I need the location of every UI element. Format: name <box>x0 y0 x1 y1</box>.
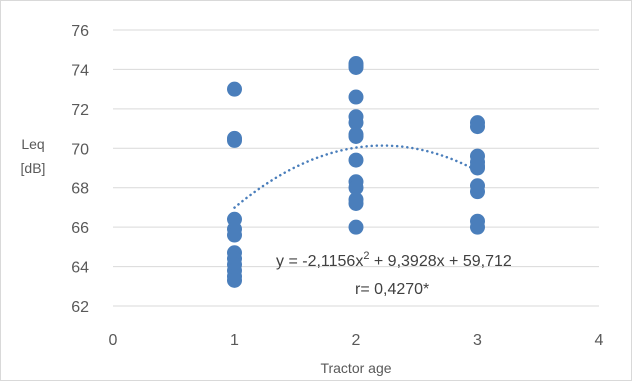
y-tick-label: 68 <box>71 181 89 198</box>
x-tick-label: 0 <box>109 332 118 349</box>
data-point <box>348 57 364 73</box>
data-point <box>227 227 242 243</box>
y-tick-label: 74 <box>71 62 89 79</box>
correlation-label: r= 0,4270* <box>355 281 429 298</box>
y-tick-label: 62 <box>71 299 89 316</box>
data-point <box>348 219 364 235</box>
data-point <box>348 128 364 144</box>
y-tick-label: 70 <box>71 141 89 158</box>
x-tick-label: 4 <box>595 332 604 349</box>
data-point <box>470 184 485 200</box>
data-point <box>227 81 242 97</box>
x-tick-label: 3 <box>473 332 482 349</box>
y-tick-label: 72 <box>71 102 89 119</box>
data-point <box>470 119 485 135</box>
data-point <box>348 115 364 131</box>
data-point <box>348 152 364 168</box>
data-point <box>348 180 364 196</box>
data-point <box>470 158 485 174</box>
y-tick-label: 76 <box>71 23 89 40</box>
data-point <box>227 132 242 148</box>
trendline-group <box>233 144 479 209</box>
x-tick-label: 1 <box>230 332 239 349</box>
trendline-equation: y = -2,1156x2 + 9,3928x + 59,712 <box>276 250 512 270</box>
data-point <box>348 89 364 105</box>
data-point <box>348 195 364 211</box>
x-axis-title: Tractor age <box>320 360 391 376</box>
data-point <box>470 219 485 235</box>
data-points <box>227 56 485 288</box>
data-point <box>227 272 242 288</box>
x-tick-labels: 0 1 2 3 4 <box>109 332 604 349</box>
y-tick-labels: 62 64 66 68 70 72 74 76 <box>71 23 89 316</box>
polynomial-trendline <box>233 144 479 209</box>
y-tick-label: 64 <box>71 260 89 277</box>
y-axis-title-line1: Leq <box>21 136 44 152</box>
y-tick-label: 66 <box>71 220 89 237</box>
x-tick-label: 2 <box>352 332 361 349</box>
y-axis-title-line2: [dB] <box>21 160 46 176</box>
